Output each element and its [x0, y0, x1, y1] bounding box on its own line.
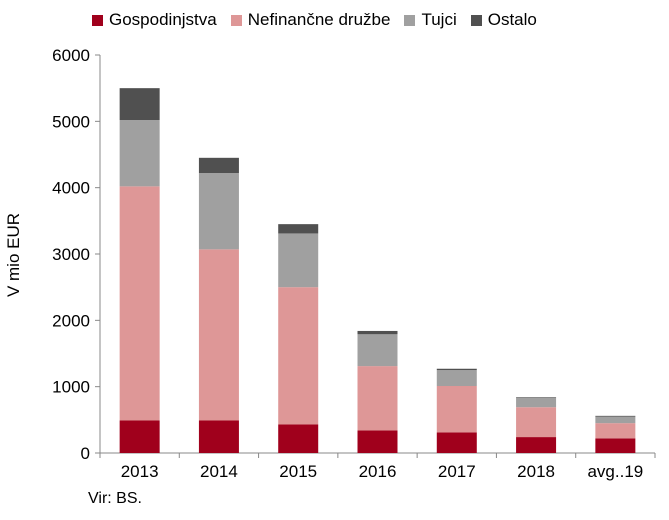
bar-segment-gospodinjstva	[119, 420, 160, 453]
bar-segment-gospodinjstva	[516, 437, 557, 453]
bar-segment-gospodinjstva	[198, 420, 239, 453]
bar-segment-nefinan-ne-dru-be	[595, 423, 636, 439]
legend-item-tujci: Tujci	[404, 10, 457, 30]
x-tick-label: 2013	[121, 462, 159, 481]
x-tick-label: 2016	[359, 462, 397, 481]
bar-segment-ostalo	[516, 397, 557, 398]
source-note: Vir: BS.	[88, 490, 142, 507]
legend-label-ostalo: Ostalo	[487, 10, 537, 29]
bar-segment-ostalo	[595, 415, 636, 417]
y-tick-label: 6000	[52, 46, 90, 65]
bar-segment-tujci	[436, 370, 477, 387]
bar-segment-tujci	[119, 120, 160, 187]
bar-segment-ostalo	[357, 330, 398, 335]
bar-segment-tujci	[278, 233, 319, 288]
legend-item-gospodinjstva: Gospodinjstva	[92, 10, 217, 30]
bar-segment-ostalo	[119, 88, 160, 121]
y-tick-label: 0	[81, 444, 90, 463]
bar-segment-nefinan-ne-dru-be	[516, 407, 557, 438]
bar-segment-ostalo	[436, 368, 477, 371]
legend-label-tujci: Tujci	[421, 10, 457, 29]
bar-segment-tujci	[516, 397, 557, 408]
bar-segment-ostalo	[198, 157, 239, 174]
y-tick-label: 1000	[52, 378, 90, 397]
legend-item-nefinancne-druzbe: Nefinančne družbe	[230, 10, 391, 30]
y-tick-label: 5000	[52, 112, 90, 131]
bar-segment-ostalo	[278, 224, 319, 234]
y-tick-label: 4000	[52, 179, 90, 198]
legend-label-nefinancne-druzbe: Nefinančne družbe	[247, 10, 391, 29]
x-tick-label: 2018	[517, 462, 555, 481]
legend: Gospodinjstva Nefinančne družbe Tujci Os…	[92, 10, 551, 30]
y-tick-label: 3000	[52, 245, 90, 264]
x-tick-label: avg..19	[587, 462, 643, 481]
bar-segment-nefinan-ne-dru-be	[357, 366, 398, 431]
legend-label-gospodinjstva: Gospodinjstva	[109, 10, 217, 29]
legend-swatch-nefinancne-druzbe	[230, 14, 242, 26]
bar-segment-tujci	[595, 416, 636, 424]
bar-segment-gospodinjstva	[595, 438, 636, 453]
bar-segment-nefinan-ne-dru-be	[436, 386, 477, 433]
legend-swatch-tujci	[404, 14, 416, 26]
bar-segment-tujci	[198, 173, 239, 250]
x-tick-label: 2014	[200, 462, 238, 481]
bar-segment-nefinan-ne-dru-be	[198, 249, 239, 421]
bar-segment-gospodinjstva	[278, 424, 319, 453]
y-tick-label: 2000	[52, 311, 90, 330]
x-tick-label: 2017	[438, 462, 476, 481]
x-tick-label: 2015	[279, 462, 317, 481]
legend-swatch-ostalo	[470, 14, 482, 26]
bar-segment-nefinan-ne-dru-be	[119, 186, 160, 421]
bar-segment-gospodinjstva	[357, 430, 398, 453]
legend-swatch-gospodinjstva	[92, 14, 103, 26]
bar-segment-gospodinjstva	[436, 432, 477, 453]
bar-segment-tujci	[357, 334, 398, 367]
legend-item-ostalo: Ostalo	[470, 10, 537, 30]
bar-segment-nefinan-ne-dru-be	[278, 287, 319, 425]
